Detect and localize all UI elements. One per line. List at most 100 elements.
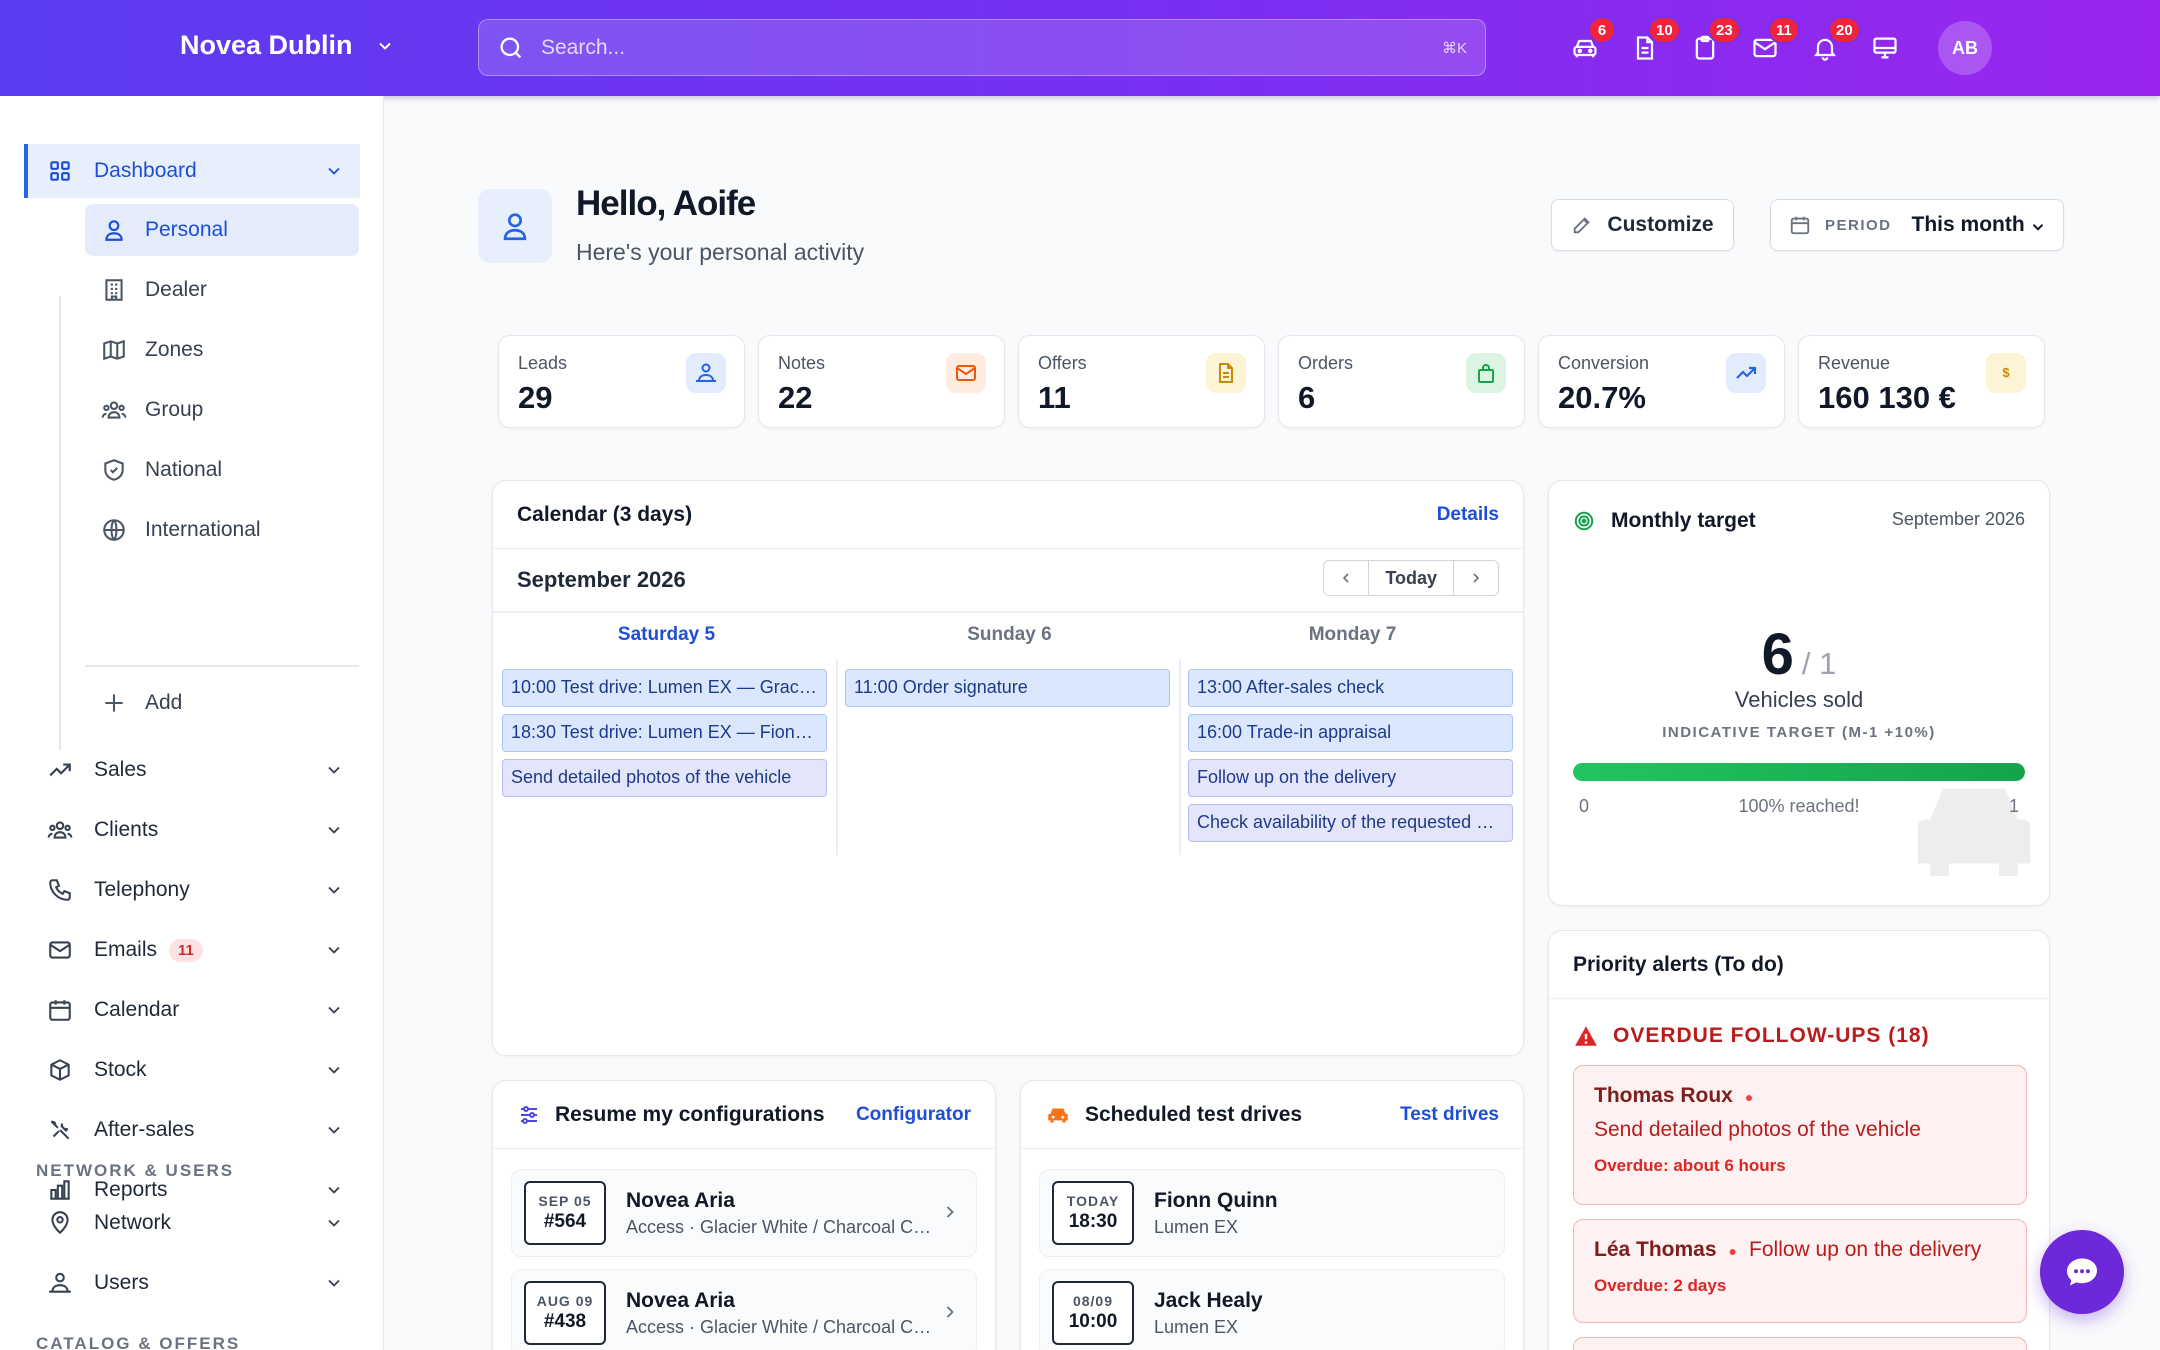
page-title: Hello, Aoife — [576, 184, 756, 223]
chevron-down-icon — [324, 1120, 344, 1140]
kpi-card-conversion[interactable]: Conversion 20.7% — [1538, 335, 1785, 428]
unread-badge: 11 — [169, 938, 203, 962]
chat-button[interactable] — [2040, 1230, 2124, 1314]
sidebar-item-dashboard[interactable]: Dashboard — [24, 144, 360, 198]
tasks-button[interactable]: 23 — [1690, 16, 1741, 68]
today-button[interactable]: Today — [1368, 561, 1454, 595]
sidebar-item-label: Calendar — [94, 998, 180, 1021]
user-avatar[interactable]: AB — [1938, 21, 1992, 75]
sidebar-item-sales[interactable]: Sales — [24, 743, 360, 797]
overdue-header: OVERDUE FOLLOW-UPS (18) — [1573, 1023, 1930, 1049]
target-progress-fill — [1573, 763, 2025, 781]
sidebar-item-stock[interactable]: Stock — [24, 1043, 360, 1097]
chevron-down-icon — [324, 1273, 344, 1293]
vehicles-button[interactable]: 6 — [1570, 16, 1616, 68]
kpi-value: 160 130 € — [1818, 380, 1956, 415]
sidebar-subitem-personal[interactable]: Personal — [85, 204, 359, 256]
monthly-target-card: Monthly target September 2026 6/ 1 Vehic… — [1548, 480, 2050, 906]
test-drive-row[interactable]: TODAY 18:30 Fionn Quinn Lumen EX — [1039, 1169, 1505, 1257]
calendar-task[interactable]: Send detailed photos of the vehicle — [502, 759, 827, 797]
top-bar: Novea Dublin ⌘K 6 10 23 11 20 AB — [0, 0, 2160, 96]
test-drives-link[interactable]: Test drives — [1400, 1103, 1499, 1125]
sidebar-item-clients[interactable]: Clients — [24, 803, 360, 857]
test-drive-row[interactable]: 08/09 10:00 Jack Healy Lumen EX — [1039, 1269, 1505, 1350]
sidebar-subitem-label: Group — [145, 398, 204, 421]
display-button[interactable] — [1870, 28, 1900, 68]
calendar-event[interactable]: 16:00 Trade-in appraisal — [1188, 714, 1513, 752]
alert-name: Léa Thomas — [1594, 1238, 1717, 1261]
kpi-card-notes[interactable]: Notes 22 — [758, 335, 1005, 428]
sidebar-subitem-label: Zones — [145, 338, 204, 361]
sidebar-subitem-label: National — [145, 458, 223, 481]
date-box: SEP 05 #564 — [524, 1181, 606, 1245]
documents-button[interactable]: 10 — [1630, 16, 1681, 68]
configuration-row[interactable]: AUG 09 #438 Novea Aria Access · Glacier … — [511, 1269, 977, 1350]
kpi-label: Orders — [1298, 353, 1354, 373]
sidebar-item-label: Dashboard — [94, 159, 197, 182]
calendar-task[interactable]: Follow up on the delivery — [1188, 759, 1513, 797]
notification-badge: 20 — [1828, 16, 1861, 44]
date-box-top: TODAY — [1066, 1193, 1120, 1209]
sidebar-subitem-dealer[interactable]: Dealer — [85, 264, 359, 316]
next-button[interactable] — [1454, 561, 1498, 595]
kpi-card-revenue[interactable]: Revenue 160 130 € $ — [1798, 335, 2045, 428]
period-select[interactable]: PERIOD This month — [1770, 199, 2064, 251]
client-name: Fionn Quinn — [1154, 1188, 1278, 1212]
calendar-event[interactable]: 18:30 Test drive: Lumen EX — Fionn Quinn — [502, 714, 827, 752]
calendar-event[interactable]: 13:00 After-sales check — [1188, 669, 1513, 707]
shopping-bag-icon — [1466, 353, 1506, 393]
notifications-button[interactable]: 20 — [1810, 16, 1861, 68]
search-bar[interactable]: ⌘K — [478, 19, 1486, 76]
details-link[interactable]: Details — [1436, 503, 1499, 525]
configuration-row[interactable]: SEP 05 #564 Novea Aria Access · Glacier … — [511, 1169, 977, 1257]
sidebar-subitem-add[interactable]: Add — [85, 677, 359, 729]
alert-item[interactable]: Thomas Roux ● Send detailed photos of the… — [1573, 1065, 2027, 1205]
car-watermark-icon — [1889, 751, 2049, 901]
messages-button[interactable]: 11 — [1750, 16, 1800, 68]
chevron-down-icon — [324, 1060, 344, 1080]
chevron-down-icon — [324, 1213, 344, 1233]
shield-icon — [99, 457, 129, 483]
user-icon — [99, 217, 129, 243]
sidebar-subitem-international[interactable]: International — [85, 504, 359, 556]
card-title: Resume my configurations — [555, 1102, 825, 1126]
alert-overdue: Overdue: about 6 hours — [1594, 1156, 1786, 1175]
sidebar-subitem-group[interactable]: Group — [85, 384, 359, 436]
sidebar-item-calendar[interactable]: Calendar — [24, 983, 360, 1037]
chevron-down-icon — [324, 940, 344, 960]
sidebar-subitem-zones[interactable]: Zones — [85, 324, 359, 376]
building-icon — [99, 277, 129, 303]
kpi-value: 6 — [1298, 380, 1316, 415]
dealer-switcher[interactable]: Novea Dublin — [180, 30, 395, 61]
sidebar-item-users[interactable]: Users — [24, 1256, 360, 1310]
kpi-card-leads[interactable]: Leads 29 — [498, 335, 745, 428]
alert-item[interactable] — [1573, 1337, 2027, 1350]
prev-button[interactable] — [1324, 561, 1368, 595]
sidebar-item-label: Clients — [94, 818, 159, 841]
alert-item[interactable]: Léa Thomas ● Follow up on the delivery Ove… — [1573, 1219, 2027, 1323]
sidebar-item-emails[interactable]: Emails 11 — [24, 923, 360, 977]
kpi-value: 20.7% — [1558, 380, 1646, 415]
calendar-task[interactable]: Check availability of the requested mode… — [1188, 804, 1513, 842]
target-header: Monthly target — [1573, 509, 1756, 533]
calendar-event[interactable]: 11:00 Order signature — [845, 669, 1170, 707]
progress-max: 1 — [2008, 796, 2019, 816]
grid-icon — [44, 158, 76, 184]
kpi-card-offers[interactable]: Offers 11 — [1018, 335, 1265, 428]
sidebar-item-telephony[interactable]: Telephony — [24, 863, 360, 917]
sidebar-item-aftersales[interactable]: After-sales — [24, 1103, 360, 1157]
search-input[interactable] — [541, 35, 1442, 60]
sidebar-subitem-national[interactable]: National — [85, 444, 359, 496]
card-header: Priority alerts (To do) — [1549, 931, 2049, 999]
configurator-link[interactable]: Configurator — [855, 1103, 971, 1125]
calendar-event[interactable]: 10:00 Test drive: Lumen EX — Grace Murph… — [502, 669, 827, 707]
customize-button[interactable]: Customize — [1551, 199, 1734, 251]
sidebar-item-network[interactable]: Network — [24, 1196, 360, 1250]
kpi-card-orders[interactable]: Orders 6 — [1278, 335, 1525, 428]
notification-badge: 23 — [1708, 16, 1741, 44]
users-group-icon — [99, 397, 129, 423]
sidebar-item-reports[interactable]: Reports — [24, 1163, 360, 1217]
divider — [85, 665, 359, 667]
document-icon — [1206, 353, 1246, 393]
search-icon — [497, 34, 525, 62]
